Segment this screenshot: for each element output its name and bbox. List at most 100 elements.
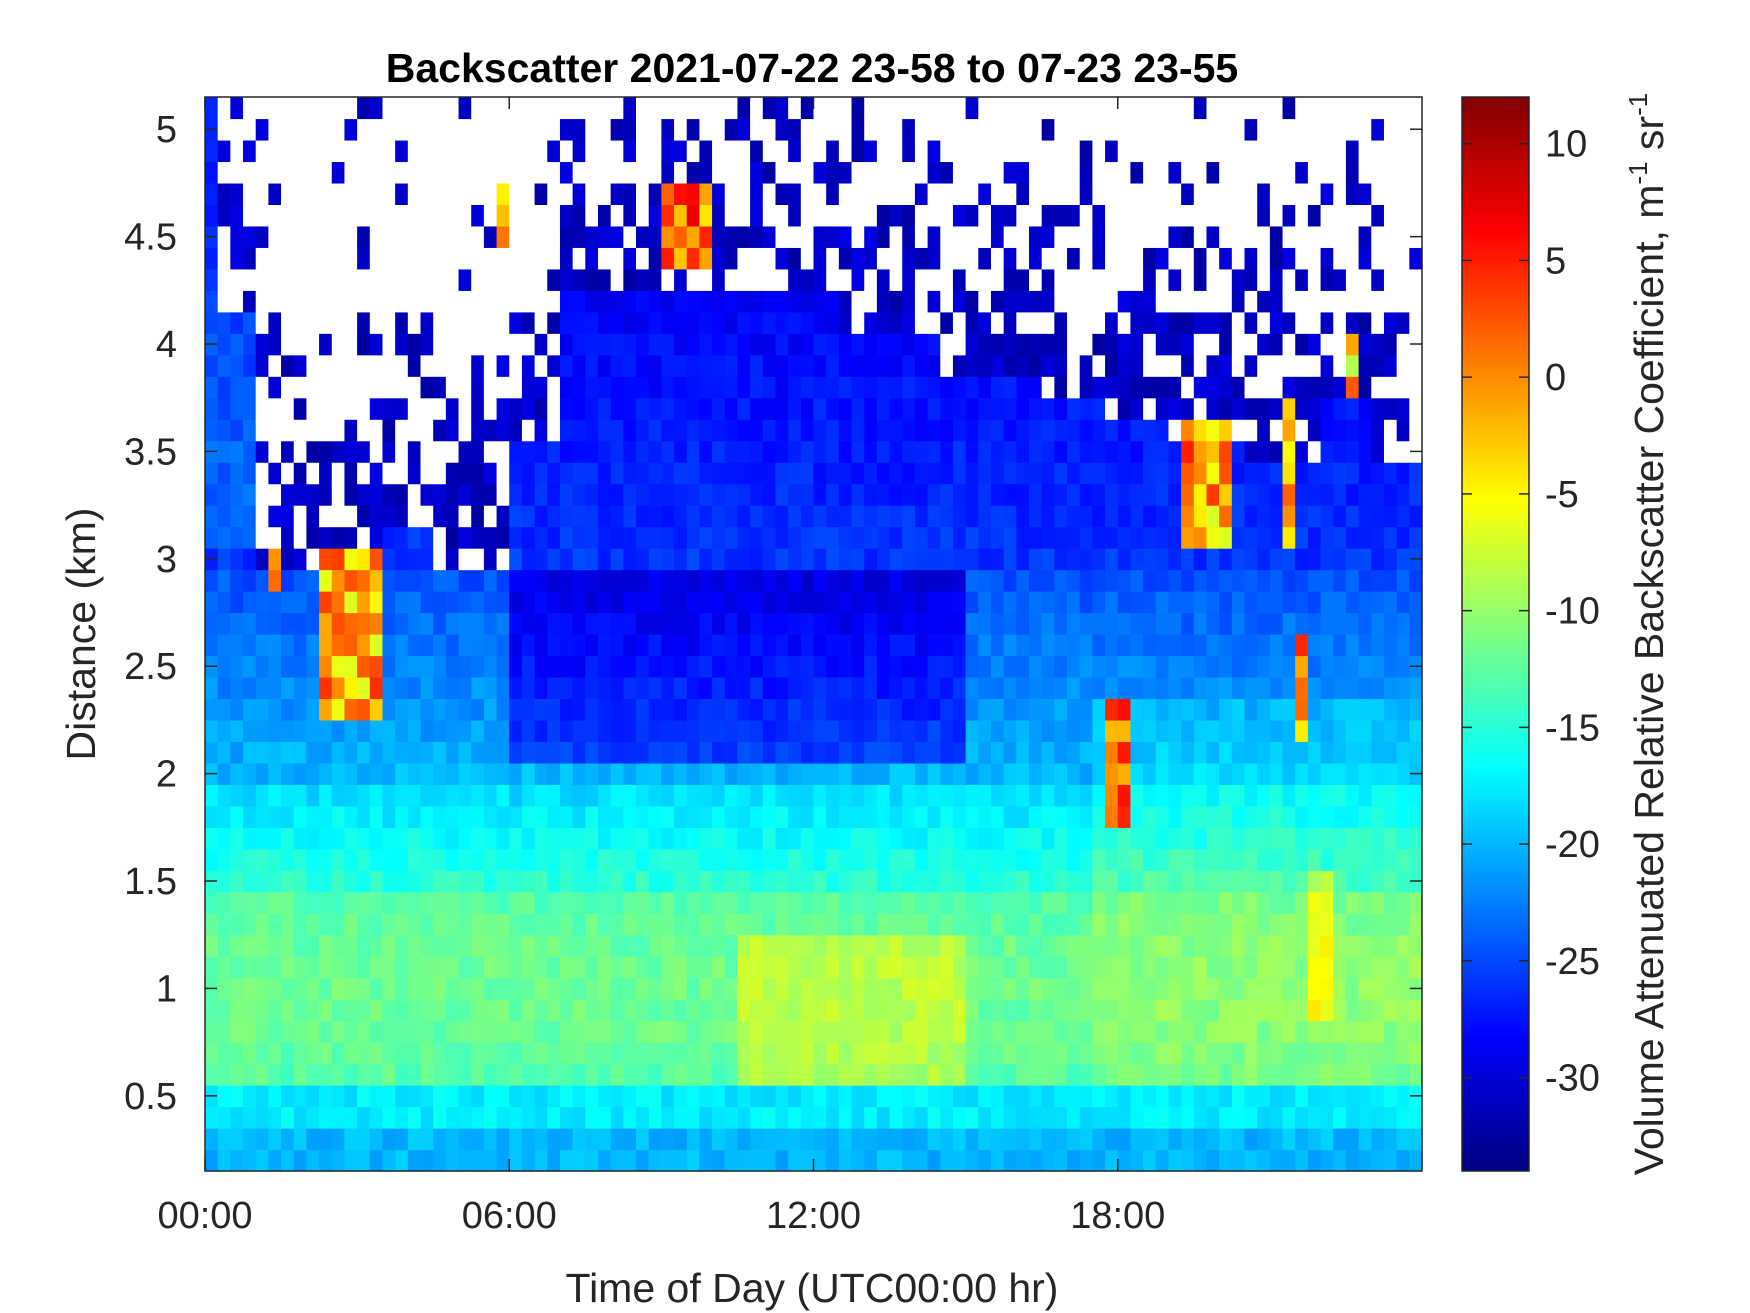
heatmap-cell (1231, 290, 1246, 313)
heatmap-cell (243, 354, 257, 377)
heatmap-cell (1181, 634, 1195, 657)
heatmap-cell (1383, 805, 1398, 828)
heatmap-cell (686, 827, 701, 850)
heatmap-cell (496, 97, 510, 120)
heatmap-cell (1396, 182, 1410, 205)
heatmap-cell (1054, 97, 1068, 120)
heatmap-cell (927, 483, 941, 506)
heatmap-cell (230, 569, 244, 592)
heatmap-cell (407, 741, 422, 764)
heatmap-cell (1029, 634, 1043, 657)
heatmap-cell (610, 870, 624, 893)
heatmap-cell (648, 419, 662, 442)
heatmap-cell (1029, 827, 1043, 850)
heatmap-cell (1181, 526, 1195, 549)
heatmap-cell (1307, 440, 1322, 463)
heatmap-cell (965, 977, 979, 1000)
heatmap-cell (1269, 1020, 1284, 1043)
heatmap-cell (357, 891, 371, 914)
heatmap-cell (1282, 204, 1296, 227)
heatmap-cell (1269, 612, 1284, 635)
heatmap-cell (331, 182, 346, 205)
heatmap-cell (268, 354, 282, 377)
heatmap-cell (826, 698, 840, 721)
heatmap-cell (382, 462, 396, 485)
heatmap-cell (1320, 161, 1334, 184)
heatmap-cell (1320, 419, 1334, 442)
heatmap-cell (268, 397, 282, 420)
heatmap-cell (483, 182, 498, 205)
heatmap-cell (496, 290, 510, 313)
heatmap-cell (585, 526, 599, 549)
heatmap-cell (1054, 462, 1068, 485)
heatmap-cell (217, 483, 231, 506)
heatmap-cell (648, 762, 662, 785)
heatmap-cell (1282, 977, 1296, 1000)
heatmap-cell (1320, 462, 1334, 485)
heatmap-cell (369, 139, 384, 163)
heatmap-cell (230, 1128, 244, 1151)
heatmap-cell (534, 376, 548, 399)
heatmap-cell (965, 440, 979, 463)
heatmap-cell (471, 290, 485, 313)
heatmap-cell (1383, 676, 1398, 700)
heatmap-cell (1117, 1085, 1132, 1108)
heatmap-cell (965, 311, 979, 334)
heatmap-cell (813, 354, 827, 377)
heatmap-cell (1231, 655, 1246, 678)
heatmap-cell (243, 247, 257, 270)
heatmap-cell (1016, 505, 1030, 528)
heatmap-cell (445, 762, 460, 785)
heatmap-cell (382, 676, 396, 700)
heatmap-cell (876, 225, 891, 248)
heatmap-cell (1155, 247, 1170, 270)
heatmap-cell (1269, 891, 1284, 914)
heatmap-cell (534, 526, 548, 549)
heatmap-cell (1041, 333, 1055, 356)
heatmap-cell (1307, 268, 1322, 291)
heatmap-cell (268, 483, 282, 506)
heatmap-cell (674, 139, 688, 163)
heatmap-cell (965, 118, 979, 141)
heatmap-cell (1307, 290, 1322, 313)
heatmap-cell (585, 311, 599, 334)
heatmap-cell (205, 268, 219, 291)
heatmap-cell (889, 139, 903, 163)
heatmap-cell (331, 870, 346, 893)
heatmap-cell (1269, 913, 1284, 936)
heatmap-cell (978, 913, 992, 936)
heatmap-cell (1383, 827, 1398, 850)
heatmap-cell (1244, 569, 1258, 592)
heatmap-cell (1155, 569, 1170, 592)
heatmap-cell (534, 805, 548, 828)
heatmap-cell (407, 1149, 422, 1172)
heatmap-cell (724, 591, 739, 614)
heatmap-cell (1371, 655, 1385, 678)
heatmap-cell (420, 225, 434, 248)
heatmap-cell (965, 548, 979, 571)
heatmap-cell (1307, 655, 1322, 678)
heatmap-cell (331, 591, 346, 614)
heatmap-cell (1130, 1106, 1144, 1129)
heatmap-cell (1282, 569, 1296, 592)
heatmap-cell (762, 1042, 777, 1065)
heatmap-cell (712, 741, 726, 764)
heatmap-cell (407, 784, 422, 807)
heatmap-cell (547, 204, 561, 227)
heatmap-cell (1295, 419, 1309, 442)
heatmap-cell (623, 891, 637, 914)
heatmap-cell (407, 1042, 422, 1065)
heatmap-cell (648, 333, 662, 356)
heatmap-cell (255, 97, 269, 120)
heatmap-cell (800, 1128, 815, 1151)
heatmap-cell (281, 268, 295, 291)
heatmap-cell (255, 805, 269, 828)
heatmap-cell (306, 118, 320, 141)
heatmap-cell (1181, 762, 1195, 785)
heatmap-cell (1231, 676, 1246, 700)
heatmap-cell (331, 719, 346, 742)
heatmap-cell (230, 397, 244, 420)
heatmap-cell (1067, 655, 1081, 678)
heatmap-cell (1067, 870, 1081, 893)
heatmap-cell (889, 161, 903, 184)
